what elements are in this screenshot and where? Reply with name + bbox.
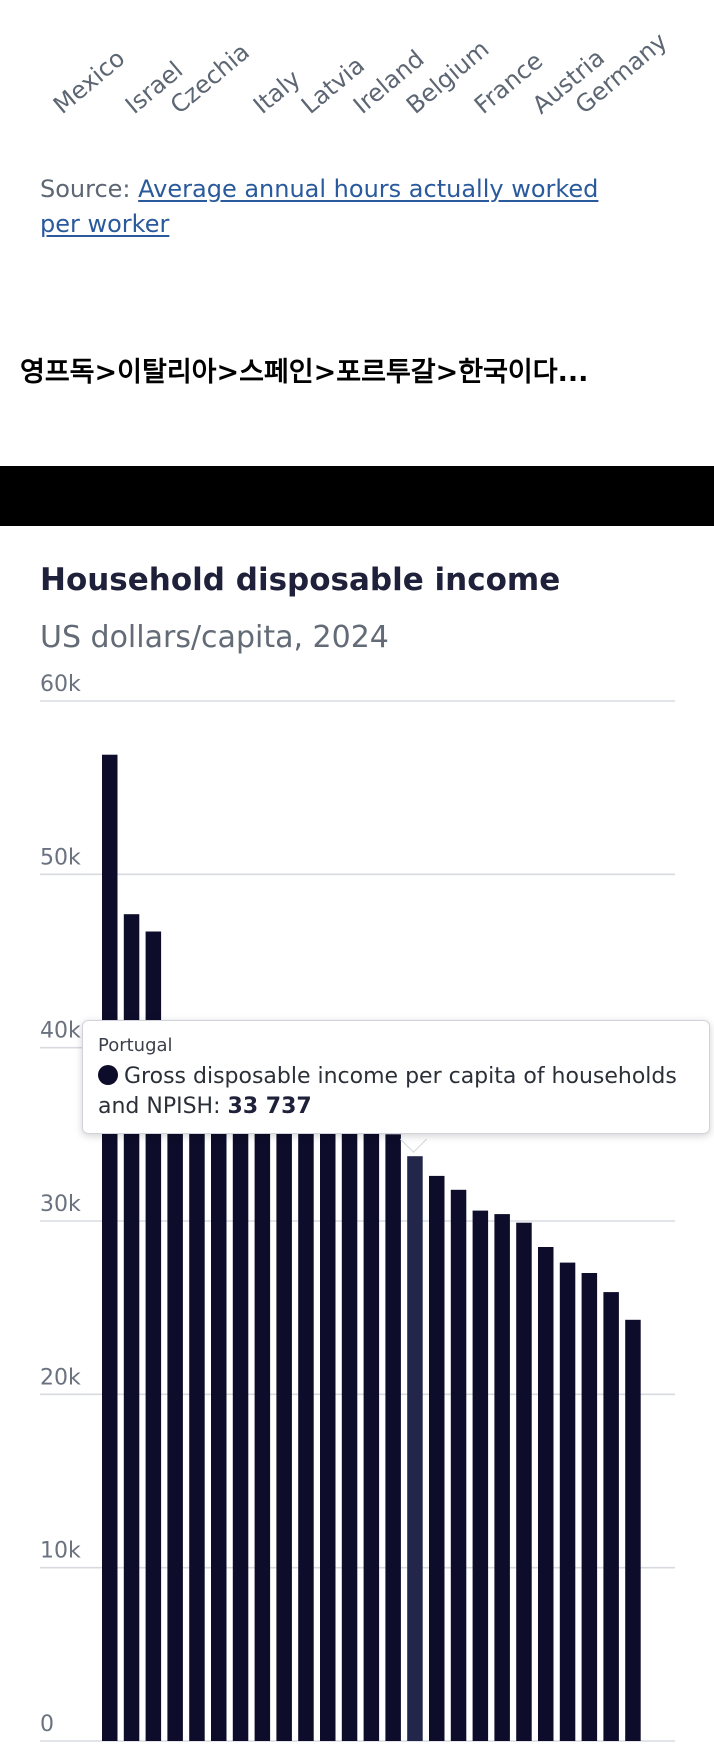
bar[interactable] — [516, 1222, 532, 1741]
bar[interactable] — [189, 1047, 205, 1741]
bar[interactable] — [102, 754, 118, 1741]
y-tick-label: 20k — [40, 1365, 81, 1390]
y-tick-label: 40k — [40, 1019, 81, 1044]
y-tick-label: 60k — [40, 672, 81, 697]
x-tick-label: Italy — [248, 64, 306, 120]
bar[interactable] — [276, 1091, 292, 1741]
tooltip: Portugal Gross disposable income per cap… — [82, 1020, 710, 1134]
top-chart-fragment: Mexico Israel Czechia Italy Latvia Ireland Bel… — [0, 0, 714, 465]
bar[interactable] — [254, 1082, 271, 1741]
y-tick-label: 0 — [40, 1712, 54, 1737]
source-link[interactable]: Average annual hours actually worked per… — [40, 175, 599, 238]
tooltip-body: Gross disposable income per capita of ho… — [98, 1062, 695, 1122]
black-divider-bar — [0, 466, 714, 526]
tooltip-value: 33 737 — [227, 1094, 312, 1119]
y-tick-label: 30k — [40, 1192, 81, 1217]
tooltip-country: Portugal — [98, 1035, 173, 1056]
bar[interactable] — [625, 1319, 641, 1741]
bar[interactable] — [385, 1134, 401, 1741]
bar[interactable] — [363, 1125, 380, 1741]
bar[interactable] — [232, 1073, 249, 1741]
bar[interactable] — [603, 1292, 619, 1741]
bar[interactable] — [581, 1273, 598, 1741]
source-line: Source: Average annual hours actually wo… — [40, 172, 640, 242]
chart-title: Household disposable income — [40, 562, 561, 598]
bar-highlighted[interactable] — [407, 1156, 423, 1741]
bar[interactable] — [494, 1214, 510, 1741]
bar[interactable] — [298, 1099, 314, 1741]
chart-subtitle: US dollars/capita, 2024 — [40, 620, 389, 655]
bar[interactable] — [429, 1175, 445, 1741]
y-tick-label: 10k — [40, 1539, 81, 1564]
series-dot-icon — [98, 1065, 118, 1085]
tooltip-label: Gross disposable income per capita of ho… — [98, 1064, 677, 1119]
bar[interactable] — [559, 1262, 576, 1741]
post-caption: 영프독>이탈리아>스페인>포르투갈>한국이다... — [20, 357, 589, 388]
chart-card: Household disposable income US dollars/c… — [0, 526, 714, 1745]
bar[interactable] — [211, 1065, 227, 1741]
bar[interactable] — [472, 1210, 489, 1741]
bar[interactable] — [167, 1026, 183, 1741]
bar[interactable] — [341, 1117, 358, 1741]
source-prefix: Source: — [40, 175, 139, 203]
bar[interactable] — [538, 1247, 554, 1741]
bar[interactable] — [320, 1108, 336, 1741]
y-tick-label: 50k — [40, 845, 81, 870]
x-tick-label: Mexico — [48, 44, 131, 120]
bar-chart: 0 10k 20k 30k 40k 50k 60k — [40, 672, 675, 1742]
bar[interactable] — [450, 1189, 467, 1741]
